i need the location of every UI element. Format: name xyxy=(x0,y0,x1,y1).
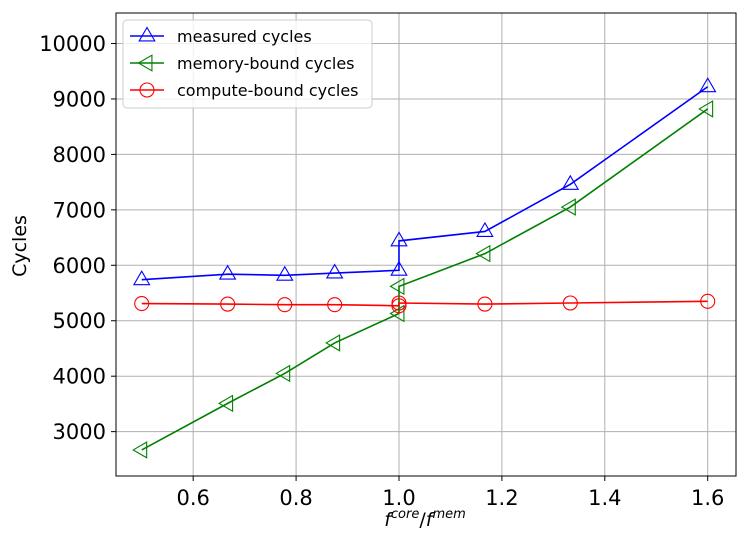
legend-label: memory-bound cycles xyxy=(177,54,355,73)
data-point xyxy=(561,174,580,190)
data-point xyxy=(700,293,716,309)
legend-box xyxy=(122,19,373,109)
data-point xyxy=(477,296,493,312)
data-point xyxy=(325,334,341,352)
data-point xyxy=(218,264,237,280)
data-point xyxy=(391,295,407,311)
data-point xyxy=(390,231,408,247)
x-tick-label: 1.0 xyxy=(382,486,415,510)
y-axis-label: Cycles xyxy=(9,215,31,277)
series-line-1 xyxy=(141,108,709,451)
legend-label: compute-bound cycles xyxy=(177,81,359,100)
data-point xyxy=(220,296,236,312)
y-tick-label: 3000 xyxy=(53,420,106,444)
data-point xyxy=(560,198,576,216)
y-tick-label: 9000 xyxy=(53,87,106,111)
series-line-0 xyxy=(141,86,709,281)
series-lines xyxy=(141,86,709,451)
y-tick-label: 10000 xyxy=(39,32,106,56)
data-point xyxy=(325,263,344,279)
data-point xyxy=(476,221,494,237)
y-tick-label: 5000 xyxy=(53,309,106,333)
series-markers xyxy=(132,77,717,459)
data-point xyxy=(698,100,714,118)
data-point xyxy=(134,296,150,312)
legend-marker xyxy=(138,26,156,42)
data-point xyxy=(390,260,408,276)
legend-marker xyxy=(139,82,155,98)
data-point xyxy=(132,441,148,459)
data-point xyxy=(327,297,343,313)
legend: measured cycles memory-bound cycles comput… xyxy=(122,19,373,109)
plot-frame xyxy=(115,12,737,477)
x-axis-label: fcore/fmem xyxy=(384,507,466,531)
y-axis-ticks: 3000 4000 5000 6000 7000 8000 9000 10000 xyxy=(39,32,116,444)
y-tick-label: 8000 xyxy=(53,143,106,167)
x-axis-ticks: 0.6 0.8 1.0 1.2 1.4 1.6 xyxy=(176,476,724,510)
series-line-2 xyxy=(141,300,708,307)
data-point xyxy=(475,244,491,263)
x-tick-label: 1.4 xyxy=(588,486,621,510)
legend-label: measured cycles xyxy=(177,27,312,46)
data-point xyxy=(562,295,578,311)
y-tick-label: 4000 xyxy=(53,365,106,389)
x-tick-label: 1.2 xyxy=(485,486,518,510)
x-tick-label: 0.8 xyxy=(279,486,312,510)
x-tick-label: 1.6 xyxy=(691,486,724,510)
data-point xyxy=(277,297,293,313)
data-point xyxy=(132,270,151,286)
grid xyxy=(116,13,736,476)
y-tick-label: 6000 xyxy=(53,254,106,278)
data-point xyxy=(389,277,405,296)
data-point xyxy=(218,394,234,413)
x-tick-label: 0.6 xyxy=(176,486,209,510)
data-point xyxy=(275,364,291,383)
data-point xyxy=(275,265,294,281)
y-tick-label: 7000 xyxy=(53,198,106,222)
data-point xyxy=(698,77,717,93)
legend-marker xyxy=(137,54,153,72)
